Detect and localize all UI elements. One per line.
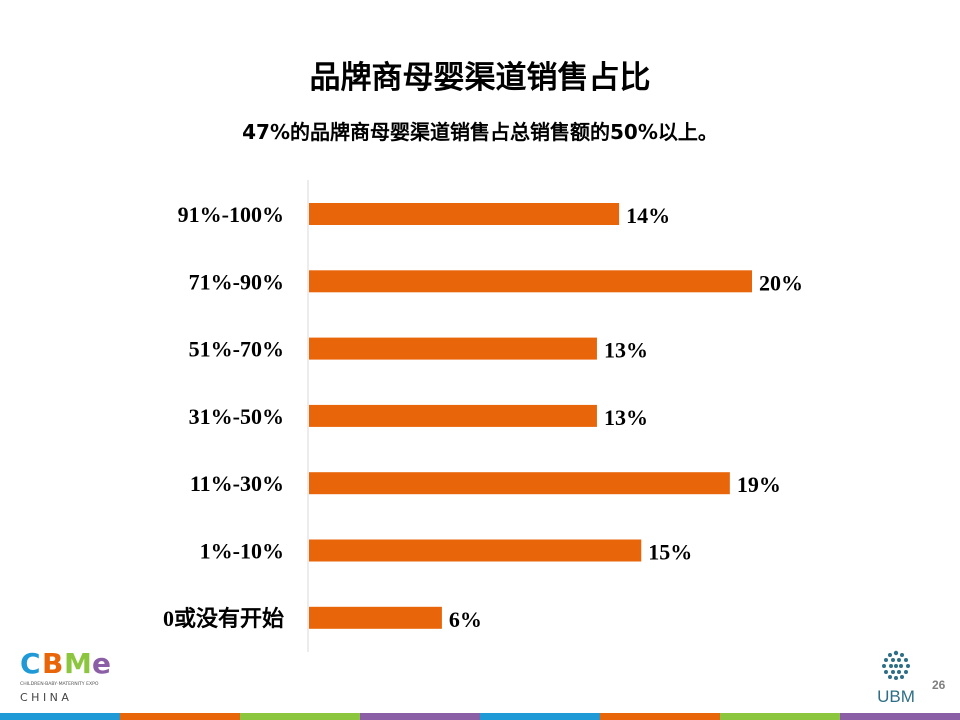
category-label: 51%-70% <box>189 337 284 362</box>
color-stripe-segment <box>360 713 480 720</box>
cbme-logo-e: e <box>92 647 111 680</box>
ubm-dots-icon <box>882 650 910 680</box>
cbme-country: C H I N A <box>20 691 69 704</box>
color-stripe-segment <box>480 713 600 720</box>
cbme-logo-b: B <box>42 647 63 680</box>
bar <box>309 337 597 360</box>
color-stripe-segment <box>120 713 240 720</box>
data-label: 13% <box>604 338 648 363</box>
category-label: 11%-30% <box>190 471 284 496</box>
color-stripe-segment <box>600 713 720 720</box>
color-stripe-segment <box>0 713 120 720</box>
cbme-logo-c: C <box>20 647 41 680</box>
ubm-wordmark: UBM <box>877 687 915 706</box>
category-label: 0或没有开始 <box>163 606 284 631</box>
data-label: 13% <box>604 405 648 430</box>
cbme-logo-icon: C B M e CHILDREN·BABY·MATERNITY EXPO C H… <box>20 647 111 704</box>
color-stripe-segment <box>840 713 960 720</box>
category-label: 1%-10% <box>200 539 284 564</box>
data-label: 6% <box>449 607 482 632</box>
data-label: 14% <box>626 203 670 228</box>
slide-subtitle: 47%的品牌商母婴渠道销售占总销售额的50%以上。 <box>242 120 718 144</box>
category-label: 31%-50% <box>189 404 284 429</box>
category-label: 71%-90% <box>189 269 284 294</box>
color-stripe-segment <box>240 713 360 720</box>
bottom-color-stripe <box>0 713 960 720</box>
bar <box>309 404 597 427</box>
cbme-logo-m: M <box>64 647 92 680</box>
category-label: 91%-100% <box>178 202 284 227</box>
data-label: 20% <box>759 270 803 295</box>
bar <box>309 539 642 562</box>
cbme-tagline: CHILDREN·BABY·MATERNITY EXPO <box>20 681 99 687</box>
bar <box>309 203 620 225</box>
bar <box>309 606 442 629</box>
bars-group: 91%-100% 14% 71%-90% 20% 51%-70% 13% 31%-50% 13… <box>163 202 803 632</box>
color-stripe-segment <box>720 713 840 720</box>
data-label: 19% <box>737 472 781 497</box>
page-number: 26 <box>932 678 946 692</box>
data-label: 15% <box>648 540 692 565</box>
ubm-logo-icon: UBM <box>877 650 915 706</box>
bar <box>309 472 730 495</box>
bar <box>309 270 752 293</box>
slide-title: 品牌商母婴渠道销售占比 <box>309 60 651 96</box>
